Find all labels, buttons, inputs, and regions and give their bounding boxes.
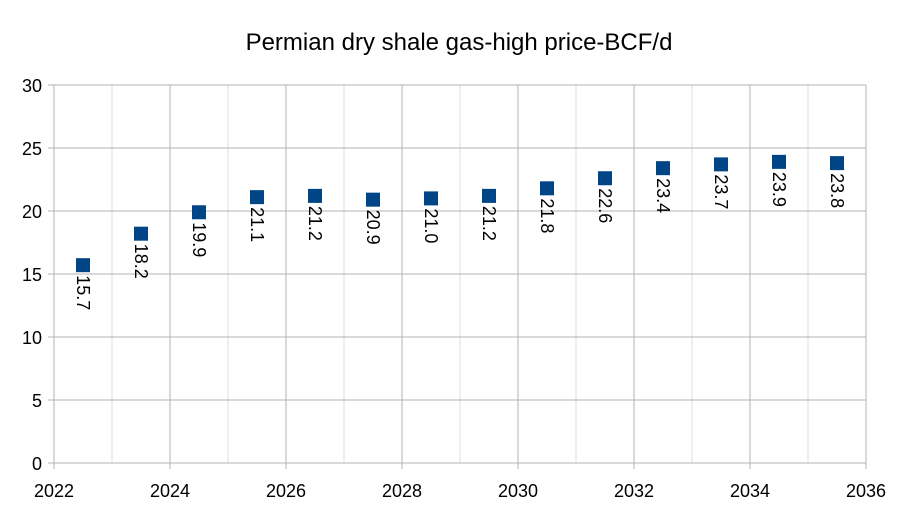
y-tick-label: 30 (22, 76, 42, 96)
grid (48, 84, 867, 469)
y-tick-label: 25 (22, 139, 42, 159)
data-label: 19.9 (189, 222, 209, 257)
y-tick-label: 15 (22, 265, 42, 285)
data-point (134, 226, 148, 241)
data-label: 15.7 (73, 275, 93, 310)
data-label: 20.9 (363, 210, 383, 245)
y-tick-label: 20 (22, 202, 42, 222)
data-label: 21.2 (305, 206, 325, 241)
data-point (772, 154, 786, 169)
data-label: 23.7 (711, 174, 731, 209)
data-point (192, 205, 206, 220)
data-point (714, 157, 728, 172)
x-tick-label: 2030 (498, 481, 538, 501)
x-tick-label: 2034 (730, 481, 770, 501)
data-point (76, 258, 90, 273)
data-point (308, 188, 322, 203)
x-tick-label: 2024 (150, 481, 190, 501)
y-tick-label: 0 (32, 454, 42, 474)
data-label: 23.4 (653, 178, 673, 213)
x-axis: 2022 2024 2026 2028 2030 2032 2034 2036 (34, 481, 886, 501)
series-points: 15.7 18.2 19.9 21.1 21.2 20.9 21.0 21.2 21.8 22.6… (73, 154, 847, 310)
data-label: 21.2 (479, 206, 499, 241)
data-label: 23.9 (769, 172, 789, 207)
x-tick-label: 2026 (266, 481, 306, 501)
data-label: 22.6 (595, 188, 615, 223)
y-tick-label: 10 (22, 328, 42, 348)
chart-title: Permian dry shale gas-high price-BCF/d (246, 29, 673, 56)
data-point (656, 161, 670, 176)
data-label: 18.2 (131, 244, 151, 279)
x-tick-label: 2032 (614, 481, 654, 501)
x-tick-label: 2028 (382, 481, 422, 501)
y-tick-label: 5 (32, 391, 42, 411)
data-label: 21.1 (247, 207, 267, 242)
data-label: 21.8 (537, 198, 557, 233)
x-tick-label: 2036 (846, 481, 886, 501)
y-axis: 0 5 10 15 20 25 30 (22, 76, 42, 474)
data-label: 23.8 (827, 173, 847, 208)
data-label: 21.0 (421, 208, 441, 243)
data-point (830, 156, 844, 171)
data-point (250, 190, 264, 205)
data-point (598, 171, 612, 186)
data-point (424, 191, 438, 206)
data-point (366, 192, 380, 207)
data-point (540, 181, 554, 196)
x-tick-label: 2022 (34, 481, 74, 501)
data-point (482, 188, 496, 203)
